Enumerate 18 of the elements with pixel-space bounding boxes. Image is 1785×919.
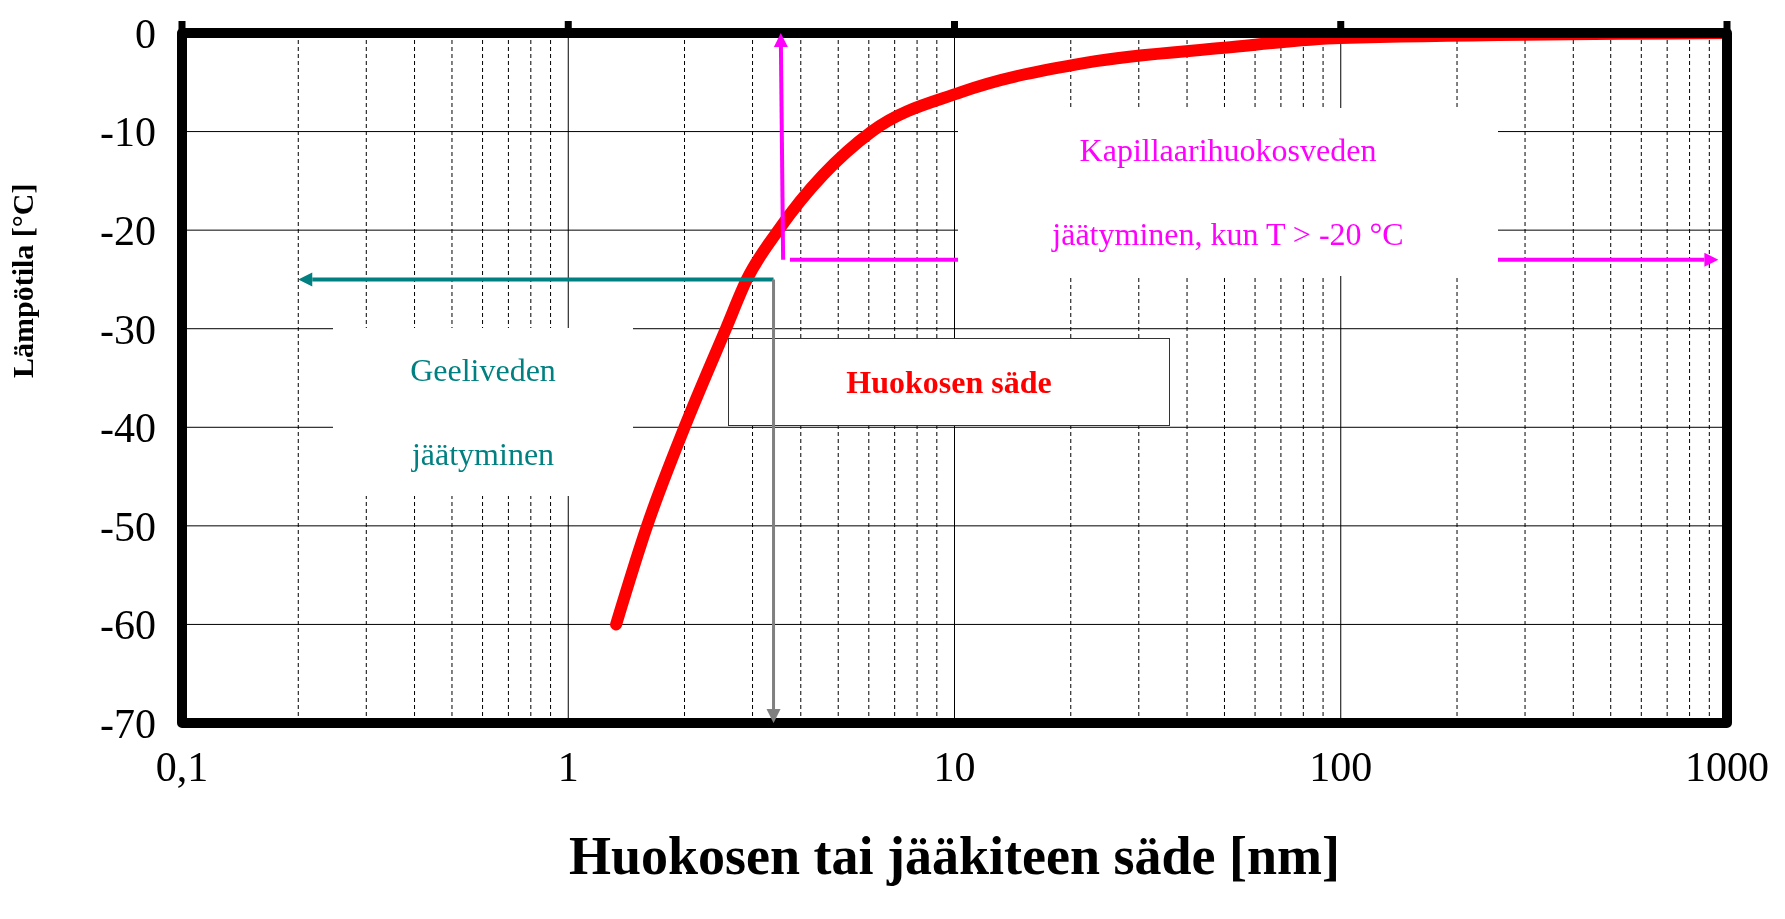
y-tick-label: -60 <box>100 602 156 649</box>
legend-box: Huokosen säde <box>728 338 1170 426</box>
y-tick-label: -50 <box>100 503 156 550</box>
x-tick-label: 1 <box>557 743 579 790</box>
y-tick-label: -30 <box>100 306 156 353</box>
y-tick-label: -70 <box>100 700 156 747</box>
y-tick-label: -10 <box>100 109 156 156</box>
x-tick-label: 0,1 <box>155 743 209 790</box>
x-tick-label: 100 <box>1309 743 1373 790</box>
y-axis-title: Lämpötila [°C] <box>5 183 39 378</box>
x-tick-label: 10 <box>933 743 976 790</box>
x-tick-label: 1000 <box>1685 743 1769 790</box>
y-tick-label: -40 <box>100 405 156 452</box>
y-tick-label: 0 <box>135 10 156 57</box>
label-box: Geeliveden jäätyminen <box>333 328 633 496</box>
y-tick-label: -20 <box>100 208 156 255</box>
x-axis-title: Huokosen tai jääkiteen säde [nm] <box>568 826 1341 886</box>
label-box: Kapillaarihuokosveden jäätyminen, kun T > -20 °C <box>958 108 1498 276</box>
